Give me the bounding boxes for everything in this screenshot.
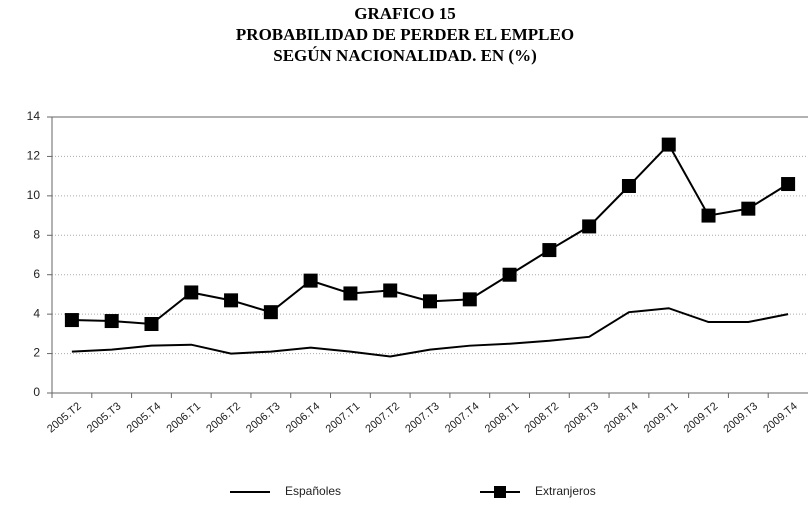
chart-title: SEGÚN NACIONALIDAD. EN (%) (273, 46, 537, 65)
x-tick-label: 2008.T4 (602, 400, 641, 435)
y-tick-label: 2 (33, 346, 40, 360)
x-tick-label: 2009.T1 (642, 400, 681, 435)
point (423, 294, 437, 309)
x-tick-label: 2008.T3 (562, 400, 601, 435)
point (582, 219, 597, 234)
point (502, 267, 517, 282)
x-tick-label: 2008.T2 (523, 400, 562, 435)
y-tick-label: 0 (33, 385, 40, 399)
x-tick-label: 2006.T3 (244, 400, 283, 435)
x-tick-label: 2009.T3 (721, 400, 760, 435)
y-tick-label: 6 (33, 267, 40, 281)
x-tick-label: 2005.T3 (85, 400, 124, 435)
point (104, 314, 119, 329)
point (64, 313, 79, 328)
x-tick-label: 2006.T2 (204, 400, 243, 435)
x-tick-label: 2009.T4 (761, 400, 800, 435)
x-tick-label: 2007.T4 (443, 400, 482, 435)
legend-label: Extranjeros (535, 484, 596, 498)
point (542, 243, 557, 258)
y-tick-label: 14 (27, 109, 41, 123)
y-tick-label: 4 (33, 306, 40, 320)
y-tick-label: 12 (27, 149, 41, 163)
point (184, 285, 199, 300)
point (144, 317, 159, 331)
x-tick-label: 2005.T4 (125, 400, 164, 435)
point (661, 137, 676, 152)
point (621, 179, 636, 193)
y-tick-label: 8 (33, 227, 40, 241)
chart-title: GRAFICO 15 (354, 4, 456, 23)
x-tick-label: 2008.T1 (483, 400, 522, 435)
x-tick-label: 2005.T2 (45, 400, 84, 435)
x-tick-label: 2007.T1 (324, 400, 363, 435)
point (224, 293, 239, 308)
point (462, 292, 477, 307)
point (343, 286, 358, 301)
legend-marker (494, 486, 506, 498)
point (741, 201, 756, 216)
y-tick-label: 10 (27, 188, 41, 202)
x-tick-label: 2009.T2 (682, 400, 721, 435)
x-tick-label: 2007.T2 (363, 400, 402, 435)
point (781, 177, 796, 192)
point (303, 273, 318, 288)
chart-title: PROBABILIDAD DE PERDER EL EMPLEO (236, 25, 574, 44)
point (701, 208, 716, 223)
point (263, 305, 278, 320)
legend-label: Españoles (285, 484, 341, 498)
x-tick-label: 2007.T3 (403, 400, 442, 435)
x-tick-label: 2006.T4 (284, 400, 323, 435)
x-tick-label: 2006.T1 (164, 400, 203, 435)
point (383, 283, 398, 298)
series-line (71, 307, 789, 358)
